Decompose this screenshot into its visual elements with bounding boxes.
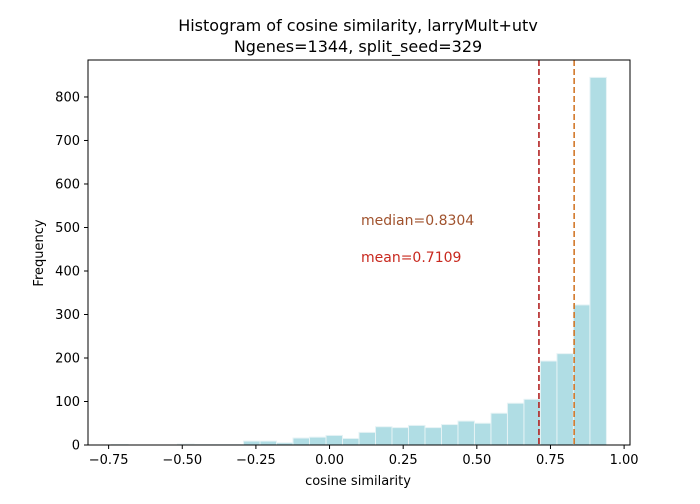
x-tick-label: −0.25 xyxy=(236,453,276,468)
histogram-bar xyxy=(310,437,326,445)
histogram-bar xyxy=(474,423,490,445)
histogram-bar xyxy=(573,305,589,445)
chart-subtitle: Ngenes=1344, split_seed=329 xyxy=(234,37,482,57)
x-tick-label: 0.50 xyxy=(462,453,491,468)
histogram-bar xyxy=(540,361,556,445)
x-tick-label: 0.00 xyxy=(315,453,344,468)
histogram-bar xyxy=(441,425,457,445)
histogram-bar xyxy=(326,435,342,445)
histogram-bar xyxy=(392,428,408,445)
x-tick-label: 0.75 xyxy=(536,453,565,468)
histogram-bar xyxy=(458,421,474,445)
y-tick-label: 0 xyxy=(72,439,80,454)
histogram-bar xyxy=(343,438,359,445)
x-tick-label: 1.00 xyxy=(610,453,639,468)
y-axis-label: Frequency xyxy=(32,219,47,286)
histogram-bar xyxy=(425,428,441,445)
x-axis-ticks: −0.75 −0.50 −0.25 0.00 0.25 0.50 0.75 1.00 xyxy=(89,445,639,468)
mean-annotation: mean=0.7109 xyxy=(361,250,461,266)
y-tick-label: 800 xyxy=(55,90,80,105)
x-tick-label: 0.25 xyxy=(389,453,418,468)
y-tick-label: 600 xyxy=(55,177,80,192)
chart-title: Histogram of cosine similarity, larryMul… xyxy=(178,16,538,35)
histogram-bar xyxy=(359,432,375,445)
histogram-bar xyxy=(507,403,523,445)
x-tick-label: −0.75 xyxy=(89,453,129,468)
y-axis-ticks: 0 100 200 300 400 500 600 700 800 xyxy=(55,90,88,453)
x-axis-label: cosine similarity xyxy=(305,474,411,489)
histogram-bar xyxy=(590,77,606,445)
histogram-bar xyxy=(491,413,507,445)
histogram-bar xyxy=(375,427,391,445)
histogram-bar xyxy=(557,354,573,445)
median-annotation: median=0.8304 xyxy=(361,213,474,229)
y-tick-label: 500 xyxy=(55,221,80,236)
bars-group xyxy=(112,77,607,445)
x-tick-label: −0.50 xyxy=(162,453,202,468)
y-tick-label: 300 xyxy=(55,308,80,323)
y-tick-label: 700 xyxy=(55,134,80,149)
histogram-bar xyxy=(524,399,540,445)
y-tick-label: 200 xyxy=(55,351,80,366)
y-tick-label: 100 xyxy=(55,395,80,410)
histogram-bar xyxy=(244,441,260,445)
annotations: median=0.8304 mean=0.7109 xyxy=(361,213,474,266)
y-tick-label: 400 xyxy=(55,264,80,279)
histogram-bar xyxy=(408,425,424,445)
histogram-bar xyxy=(260,441,276,445)
histogram-bar xyxy=(293,438,309,445)
